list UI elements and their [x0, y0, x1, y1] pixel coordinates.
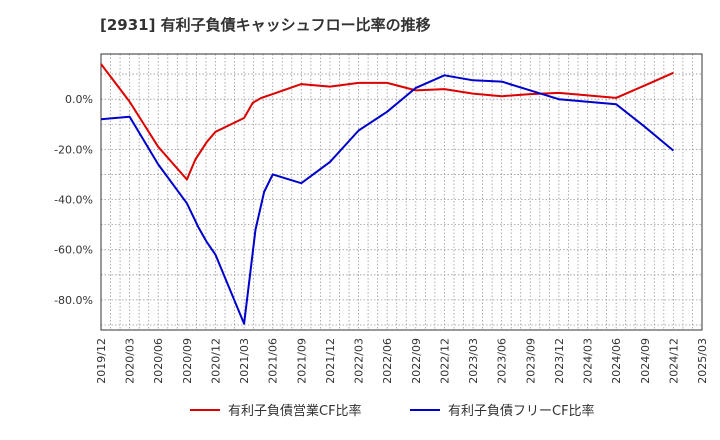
- series-line-1: [100, 63, 674, 181]
- x-tick-label: 2022/09: [410, 338, 423, 384]
- x-tick-label: 2023/12: [553, 338, 566, 384]
- x-tick-label: 2024/09: [639, 338, 652, 384]
- x-tick-label: 2023/09: [524, 338, 537, 384]
- x-tick-label: 2025/03: [696, 338, 709, 384]
- legend-label-2: 有利子負債フリーCF比率: [448, 403, 595, 419]
- x-tick-label: 2024/06: [610, 338, 623, 384]
- legend-label-1: 有利子負債営業CF比率: [228, 403, 362, 419]
- x-tick-label: 2019/12: [95, 338, 108, 384]
- x-tick-label: 2022/12: [438, 338, 451, 384]
- x-tick-label: 2022/06: [381, 338, 394, 384]
- plot-area: [101, 54, 702, 330]
- x-tick-label: 2021/06: [267, 338, 280, 384]
- x-tick-label: 2021/09: [295, 338, 308, 384]
- x-tick-label: 2021/12: [324, 338, 337, 384]
- y-tick-label: 0.0%: [65, 93, 93, 106]
- x-tick-label: 2024/03: [582, 338, 595, 384]
- series-line-2: [100, 74, 675, 325]
- x-tick-label: 2021/03: [238, 338, 251, 384]
- y-tick-label: -40.0%: [54, 194, 93, 207]
- x-tick-label: 2024/12: [667, 338, 680, 384]
- y-tick-label: -80.0%: [54, 294, 93, 307]
- x-tick-label: 2020/03: [124, 338, 137, 384]
- x-tick-label: 2022/03: [353, 338, 366, 384]
- x-tick-label: 2020/09: [181, 338, 194, 384]
- x-tick-label: 2020/12: [209, 338, 222, 384]
- y-tick-label: -60.0%: [54, 244, 93, 257]
- chart-title: [2931] 有利子負債キャッシュフロー比率の推移: [100, 16, 431, 34]
- x-tick-label: 2023/06: [496, 338, 509, 384]
- x-tick-label: 2020/06: [152, 338, 165, 384]
- x-tick-label: 2023/03: [467, 338, 480, 384]
- plot-frame: [100, 53, 703, 331]
- y-tick-label: -20.0%: [54, 143, 93, 156]
